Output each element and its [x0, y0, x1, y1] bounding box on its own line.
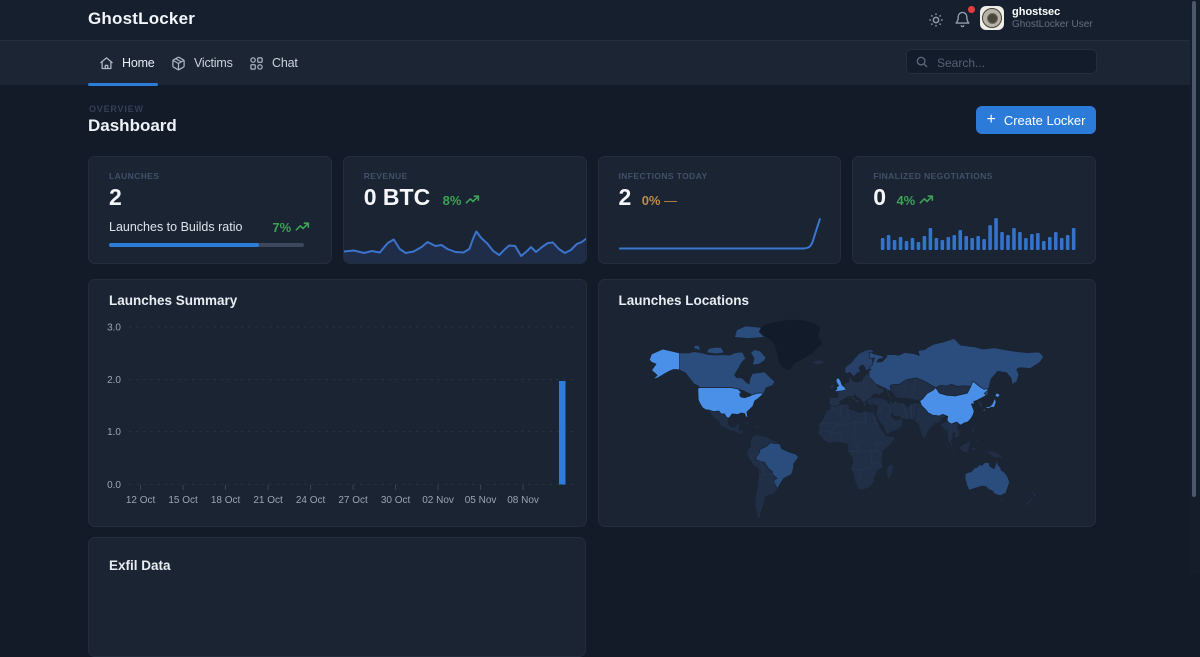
svg-text:12 Oct: 12 Oct: [126, 495, 156, 506]
svg-text:1.0: 1.0: [107, 427, 121, 438]
svg-text:08 Nov: 08 Nov: [507, 495, 539, 506]
svg-text:2.0: 2.0: [107, 375, 121, 386]
svg-text:02 Nov: 02 Nov: [422, 495, 454, 506]
svg-text:05 Nov: 05 Nov: [465, 495, 497, 506]
svg-text:18 Oct: 18 Oct: [211, 495, 241, 506]
svg-text:24 Oct: 24 Oct: [296, 495, 326, 506]
svg-text:3.0: 3.0: [107, 323, 121, 334]
svg-text:0.0: 0.0: [107, 480, 121, 491]
svg-text:30 Oct: 30 Oct: [381, 495, 411, 506]
svg-text:27 Oct: 27 Oct: [338, 495, 368, 506]
svg-text:15 Oct: 15 Oct: [168, 495, 198, 506]
svg-text:21 Oct: 21 Oct: [253, 495, 283, 506]
